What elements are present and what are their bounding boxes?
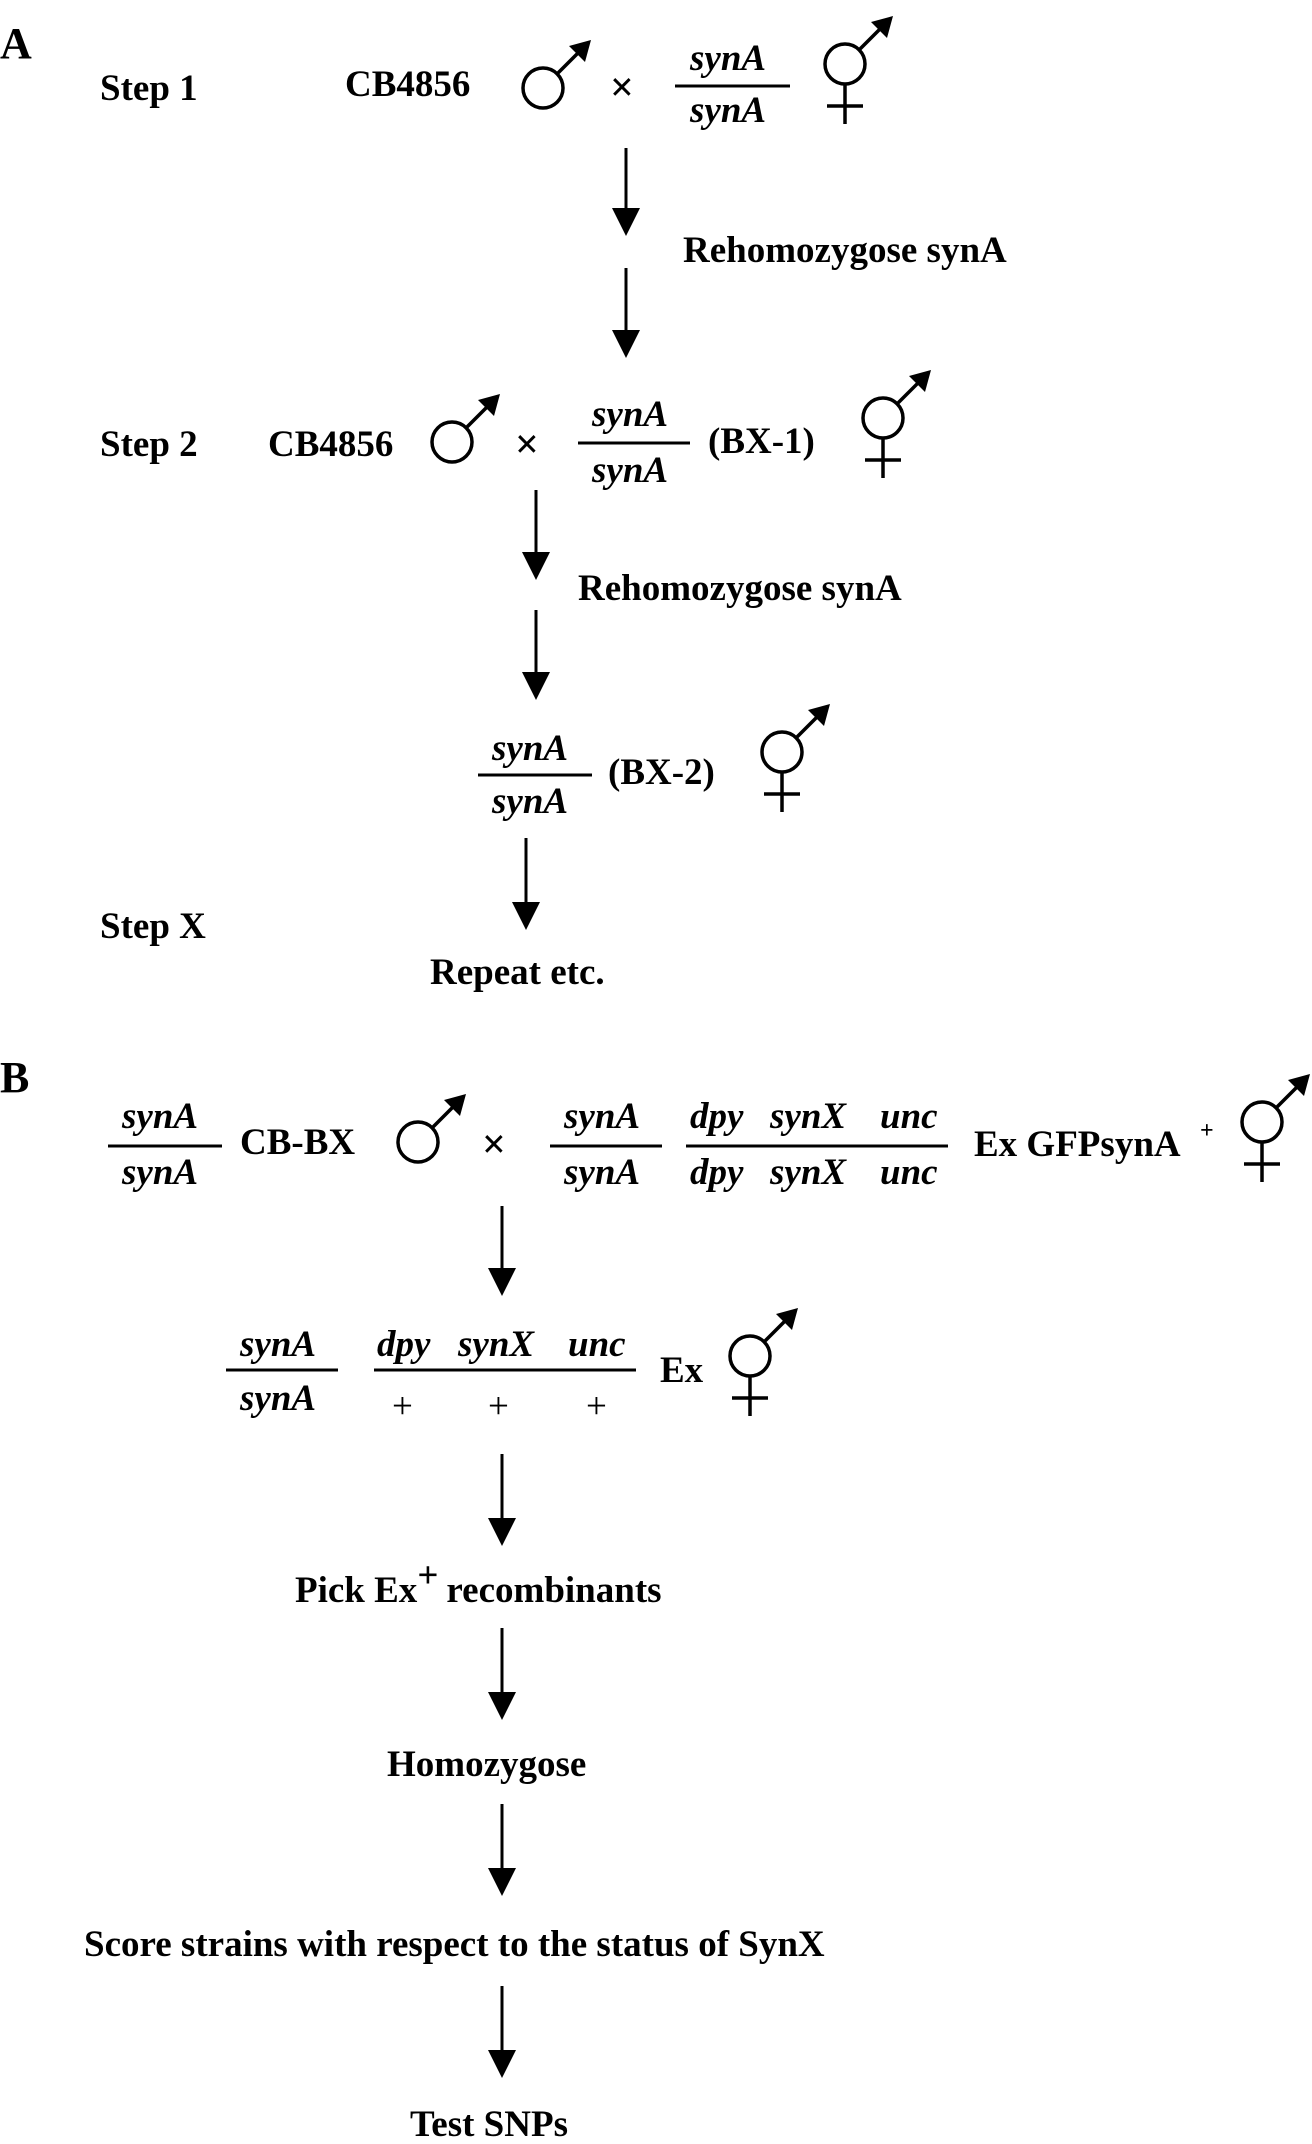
male-symbol-icon [396, 1092, 468, 1164]
bx1-label: (BX-1) [708, 421, 815, 462]
genotype-top: synA [239, 1324, 316, 1365]
marker-dpy-top: dpy [377, 1324, 431, 1365]
arrow-head-icon [488, 1268, 516, 1296]
step1-male-strain: CB4856 [345, 64, 470, 105]
step-2-label: Step 2 [100, 424, 198, 465]
genotype-bottom: synA [491, 781, 568, 822]
arrow-head-icon [488, 1868, 516, 1896]
panel-a-label: A [0, 19, 32, 68]
arrow-head-icon [612, 330, 640, 358]
marker-synx-bottom: synX [769, 1152, 847, 1193]
marker-synx-top: synX [769, 1096, 847, 1137]
genotype-bottom: synA [563, 1152, 640, 1193]
wildtype-plus: + [392, 1386, 413, 1427]
genotype-top: synA [563, 1096, 640, 1137]
arrow-head-icon [488, 1692, 516, 1720]
genotype-bottom: synA [591, 450, 668, 491]
step2-male-strain: CB4856 [268, 424, 393, 465]
genotype-top: synA [121, 1096, 198, 1137]
marker-unc-bottom: unc [880, 1152, 938, 1193]
male-symbol-icon [521, 38, 593, 110]
cross-symbol: × [482, 1122, 506, 1168]
wildtype-plus: + [586, 1386, 607, 1427]
genotype-bottom: synA [121, 1152, 198, 1193]
genotype-bottom: synA [239, 1378, 316, 1419]
cross-symbol: × [610, 65, 634, 111]
hermaphrodite-symbol-icon [823, 14, 895, 126]
test-snps-label: Test SNPs [410, 2104, 568, 2144]
hermaphrodite-symbol-icon [861, 368, 933, 480]
pick-label: Pick Ex+ recombinants [295, 1555, 662, 1611]
panel-b-label: B [0, 1053, 29, 1102]
arrow-head-icon [488, 2050, 516, 2078]
cb-bx-strain: CB-BX [240, 1122, 355, 1163]
hermaphrodite-symbol-icon [760, 702, 832, 814]
arrow-head-icon [488, 1518, 516, 1546]
score-label: Score strains with respect to the status… [84, 1924, 825, 1965]
genotype-top: synA [491, 728, 568, 769]
bx2-label: (BX-2) [608, 752, 715, 793]
genotype-top: synA [591, 394, 668, 435]
hermaphrodite-symbol-icon [728, 1306, 800, 1418]
ex-gfp-label: Ex GFPsynA [974, 1124, 1181, 1165]
repeat-label: Repeat etc. [430, 952, 605, 993]
superscript-plus: + [1200, 1118, 1214, 1144]
marker-unc-top: unc [880, 1096, 938, 1137]
rehomozygose-label: Rehomozygose synA [578, 568, 902, 609]
ex-label: Ex [660, 1350, 704, 1391]
marker-dpy-top: dpy [690, 1096, 744, 1137]
arrow-head-icon [522, 672, 550, 700]
step-x-label: Step X [100, 906, 206, 947]
marker-synx-top: synX [457, 1324, 535, 1365]
genotype-bottom: synA [689, 90, 766, 131]
genotype-top: synA [689, 38, 766, 79]
homozygose-label: Homozygose [387, 1744, 586, 1785]
arrow-head-icon [512, 902, 540, 930]
wildtype-plus: + [488, 1386, 509, 1427]
marker-unc-top: unc [568, 1324, 626, 1365]
step-1-label: Step 1 [100, 68, 198, 109]
cross-symbol: × [515, 422, 539, 468]
marker-dpy-bottom: dpy [690, 1152, 744, 1193]
hermaphrodite-symbol-icon [1240, 1072, 1312, 1184]
male-symbol-icon [430, 392, 502, 464]
arrow-head-icon [522, 552, 550, 580]
rehomozygose-label: Rehomozygose synA [683, 230, 1007, 271]
arrow-head-icon [612, 208, 640, 236]
